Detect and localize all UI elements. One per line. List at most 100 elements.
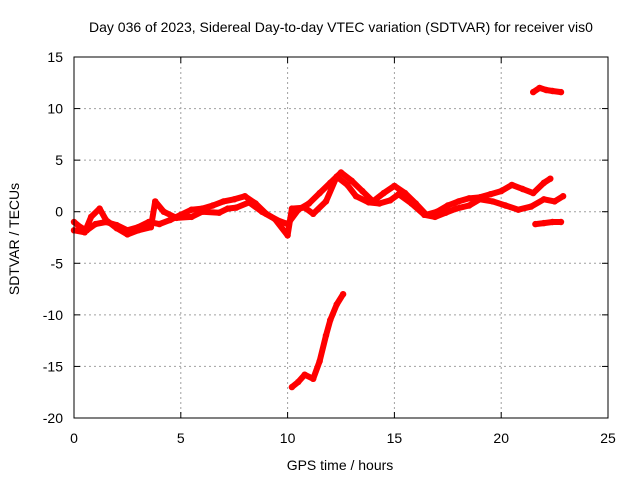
y-tick-label: 0: [55, 204, 63, 220]
data-point: [322, 198, 330, 205]
data-point: [536, 84, 543, 92]
data-point: [540, 179, 548, 186]
x-tick-label: 5: [177, 430, 185, 446]
data-point: [498, 187, 505, 195]
data-point: [246, 199, 253, 206]
data-point: [160, 208, 167, 215]
x-tick-labels: 0 5 10 15 20 25: [70, 430, 616, 446]
data-point: [455, 198, 462, 205]
series-lower-segment: [532, 218, 565, 228]
data-point: [530, 189, 537, 197]
data-point: [557, 88, 565, 96]
data-point: [305, 200, 313, 207]
y-tick-label: -5: [51, 255, 64, 271]
data-point: [540, 219, 548, 227]
data-point: [310, 210, 317, 217]
data-point: [310, 375, 317, 382]
data-point: [519, 185, 526, 193]
data-point: [502, 202, 509, 209]
data-point: [532, 220, 539, 228]
data-point: [515, 206, 522, 213]
y-tick-label: 5: [55, 152, 63, 168]
y-tick-label: -15: [43, 358, 63, 374]
data-point: [220, 198, 227, 205]
series-main-band-b: [70, 173, 567, 239]
data-point: [391, 182, 398, 190]
data-point: [199, 208, 206, 215]
data-point: [466, 195, 473, 202]
series-upper-segment: [530, 84, 565, 96]
data-point: [92, 220, 99, 228]
data-point: [527, 203, 535, 210]
data-point: [444, 202, 451, 209]
data-point: [557, 218, 565, 226]
data-point: [288, 383, 296, 391]
data-point: [113, 225, 120, 232]
data-point: [348, 177, 355, 184]
data-point: [147, 224, 155, 231]
data-point: [322, 332, 330, 339]
data-point: [316, 189, 323, 197]
y-axis-label: SDTVAR / TECUs: [6, 183, 22, 295]
data-point: [542, 86, 550, 94]
data-point: [152, 198, 159, 205]
data-point: [96, 205, 103, 212]
data-point: [327, 316, 334, 324]
x-axis-label: GPS time / hours: [287, 457, 394, 473]
data-point: [365, 199, 372, 206]
data-point: [540, 196, 548, 203]
data-point: [487, 191, 494, 198]
data-layer: [70, 84, 567, 391]
data-point: [241, 193, 249, 200]
data-point: [530, 88, 537, 96]
data-point: [421, 211, 428, 218]
plot-frame: [73, 56, 609, 419]
series-line: [532, 219, 564, 228]
y-tick-labels: -20 -15 -10 -5 0 5 10 15: [43, 49, 63, 426]
data-point: [231, 196, 238, 203]
data-point: [87, 213, 95, 221]
data-point: [209, 202, 216, 209]
data-point: [352, 193, 360, 200]
series-steep-segment: [288, 291, 347, 391]
data-point: [551, 198, 558, 205]
chart-title: Day 036 of 2023, Sidereal Day-to-day VTE…: [89, 19, 593, 35]
data-point: [489, 198, 496, 205]
data-point: [337, 169, 345, 176]
data-point: [224, 205, 231, 212]
data-point: [173, 214, 180, 222]
data-point: [295, 378, 302, 386]
data-point: [301, 204, 308, 211]
data-point: [258, 208, 266, 215]
data-point: [81, 229, 88, 236]
data-point: [549, 87, 556, 95]
data-point: [453, 205, 460, 212]
data-point: [156, 220, 163, 228]
data-point: [547, 175, 554, 182]
series-line: [71, 173, 567, 239]
data-point: [431, 213, 439, 221]
data-point: [233, 204, 240, 211]
y-tick-label: -10: [43, 307, 63, 323]
data-point: [271, 215, 278, 223]
data-point: [508, 181, 516, 189]
tick-marks: [73, 56, 609, 419]
data-point: [102, 216, 110, 224]
data-point: [442, 209, 449, 216]
data-point: [395, 191, 402, 198]
data-point: [476, 196, 483, 203]
data-point: [134, 227, 142, 234]
data-point: [549, 218, 556, 226]
data-point: [359, 187, 366, 195]
x-tick-label: 20: [493, 430, 509, 446]
x-tick-label: 10: [280, 430, 296, 446]
grid-lines: [74, 57, 608, 418]
data-point: [188, 206, 195, 213]
data-point: [466, 202, 473, 209]
data-point: [408, 200, 415, 207]
data-point: [333, 173, 340, 180]
data-point: [301, 371, 308, 378]
x-tick-label: 25: [600, 430, 616, 446]
y-tick-label: 15: [47, 49, 63, 65]
